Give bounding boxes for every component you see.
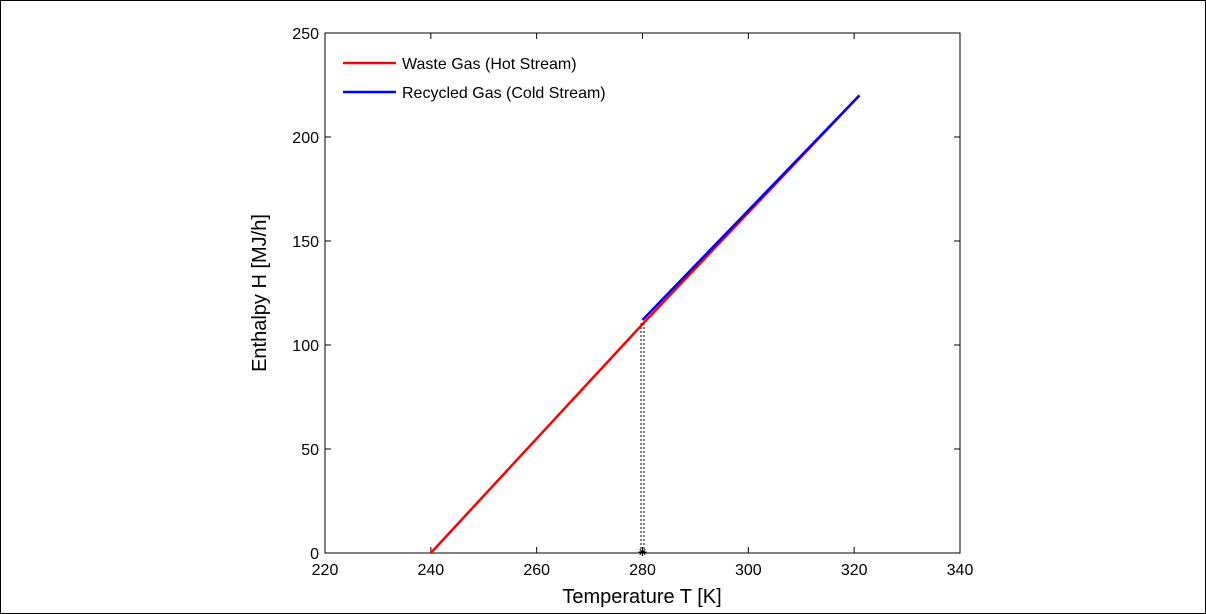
y-tick-label: 200 — [292, 130, 319, 147]
annotations — [638, 322, 647, 556]
star-marker — [638, 548, 647, 556]
y-axis-label: Enthalpy H [MJ/h] — [249, 214, 271, 372]
legend-label-hot-stream: Waste Gas (Hot Stream) — [402, 56, 577, 73]
legend: Waste Gas (Hot Stream) Recycled Gas (Col… — [343, 56, 606, 102]
x-tick-label: 300 — [735, 562, 762, 579]
legend-label-cold-stream: Recycled Gas (Cold Stream) — [402, 85, 606, 102]
tick-labels: 220 240 260 280 300 320 340 0 50 100 150 200 250 — [292, 26, 973, 579]
series-line-cold-stream — [641, 94, 861, 321]
data-series — [429, 94, 861, 554]
y-tick-label: 250 — [292, 26, 319, 43]
y-tick-label: 100 — [292, 338, 319, 355]
x-tick-label: 280 — [629, 562, 656, 579]
y-tick-label: 0 — [310, 546, 319, 563]
y-tick-label: 150 — [292, 234, 319, 251]
x-tick-label: 340 — [947, 562, 974, 579]
x-tick-label: 220 — [312, 562, 339, 579]
x-tick-label: 260 — [523, 562, 550, 579]
y-tick-label: 50 — [301, 442, 319, 459]
x-axis-label: Temperature T [K] — [562, 586, 721, 608]
plot-area — [324, 32, 961, 554]
x-tick-label: 320 — [841, 562, 868, 579]
x-tick-label: 240 — [417, 562, 444, 579]
